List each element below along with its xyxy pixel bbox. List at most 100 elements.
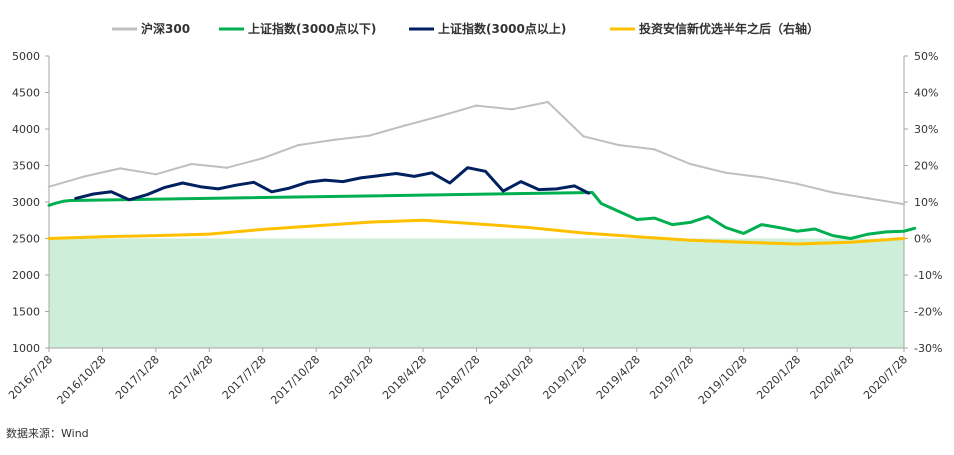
x-tick-label: 2016/10/28 [55,353,109,407]
y-right-tick-label: 40% [914,87,938,100]
legend-label-0: 沪深300 [141,21,190,36]
y-right-tick-label: 10% [914,196,938,209]
series-point-0 [689,162,692,166]
series-point-1 [724,226,728,229]
series-point-1 [54,201,58,205]
series-point-2 [323,178,327,182]
series-point-0 [154,173,158,176]
series-point-3 [47,237,51,240]
series-point-2 [110,190,113,193]
series-point-0 [83,175,86,178]
series-point-1 [902,230,906,233]
series-point-3 [635,235,639,238]
series-line-2 [74,166,591,202]
series-point-0 [724,171,728,174]
series-point-1 [849,237,852,240]
x-tick-label: 2017/1/28 [113,353,162,402]
series-point-2 [377,174,380,177]
series-point-2 [466,166,469,169]
series-point-0 [404,124,407,127]
series-point-2 [573,184,576,188]
source-label: 数据来源：Wind [6,427,89,440]
series-point-2 [448,181,451,185]
x-tick-label: 2019/7/28 [647,353,696,402]
y-right-tick-label: 50% [914,50,938,63]
series-point-2 [288,186,291,190]
series-point-2 [587,192,590,195]
series-point-2 [430,171,434,174]
series-point-0 [795,182,799,185]
series-point-3 [795,242,799,246]
series-point-2 [395,172,398,175]
series-point-3 [742,240,745,244]
x-tick-label: 2019/10/28 [696,353,750,407]
series-point-2 [252,181,256,184]
series-point-0 [867,197,870,200]
series-point-2 [502,189,505,193]
series-point-1 [706,215,710,218]
series-point-1 [599,202,603,205]
series-point-2 [412,175,416,178]
series-point-2 [163,186,166,189]
series-point-0 [368,134,371,137]
series-point-0 [439,114,443,118]
legend-label-1: 上证指数(3000点以下) [248,21,376,36]
series-point-2 [92,192,95,196]
series-point-0 [653,148,656,151]
series-point-0 [297,143,300,147]
x-tick-label: 2019/1/28 [540,353,589,402]
series-point-0 [902,202,906,206]
y-right-tick-label: 30% [914,123,938,136]
series-group [47,100,917,246]
x-tick-label: 2020/7/28 [861,353,910,402]
legend-label-2: 上证指数(3000点以上) [438,21,566,36]
series-point-1 [884,230,888,234]
series-point-3 [528,226,532,229]
x-tick-label: 2020/1/28 [754,353,803,402]
x-tick-label: 2018/7/28 [434,353,483,402]
series-point-1 [653,216,656,220]
y-left-tick-label: 1000 [12,342,40,355]
series-point-3 [101,235,104,238]
series-point-1 [831,234,834,237]
series-point-0 [582,135,585,138]
series-point-1 [913,227,916,230]
y-right-tick-label: 0% [914,233,931,246]
shaded-band [49,238,904,348]
series-point-3 [154,234,158,237]
x-tick-labels: 2016/7/28 2016/10/28 2017/1/28 2017/4/28 201… [6,348,910,407]
legend: 沪深300 上证指数(3000点以下) 上证指数(3000点以上) 投资安信新优选半年… [112,21,819,36]
series-point-0 [475,104,478,107]
series-point-1 [617,210,621,213]
series-point-2 [484,170,487,173]
series-point-0 [119,167,122,170]
series-point-2 [270,190,273,193]
series-line-0 [48,101,905,206]
y-left-tick-label: 5000 [12,50,40,63]
series-point-2 [359,176,362,180]
series-point-2 [199,185,202,188]
x-tick-label: 2017/7/28 [220,353,269,402]
series-point-3 [314,224,318,227]
series-point-2 [234,184,238,187]
y-left-tick-label: 4500 [12,87,40,100]
series-point-0 [617,143,621,147]
series-point-1 [867,232,870,236]
series-point-1 [813,227,817,231]
series-point-2 [537,188,541,191]
x-tick-label: 2018/10/28 [482,353,536,407]
y-left-tick-label: 3500 [12,160,40,173]
series-point-1 [635,218,639,221]
series-point-0 [760,175,763,179]
x-tick-label: 2016/7/28 [6,353,55,402]
y-right-tick-label: -30% [914,342,942,355]
series-point-1 [778,226,781,229]
series-point-2 [127,198,131,202]
series-point-2 [181,181,184,185]
y-left-tick-label: 4000 [12,123,40,136]
series-point-1 [689,221,692,224]
series-point-3 [582,231,585,235]
series-point-2 [74,197,77,200]
